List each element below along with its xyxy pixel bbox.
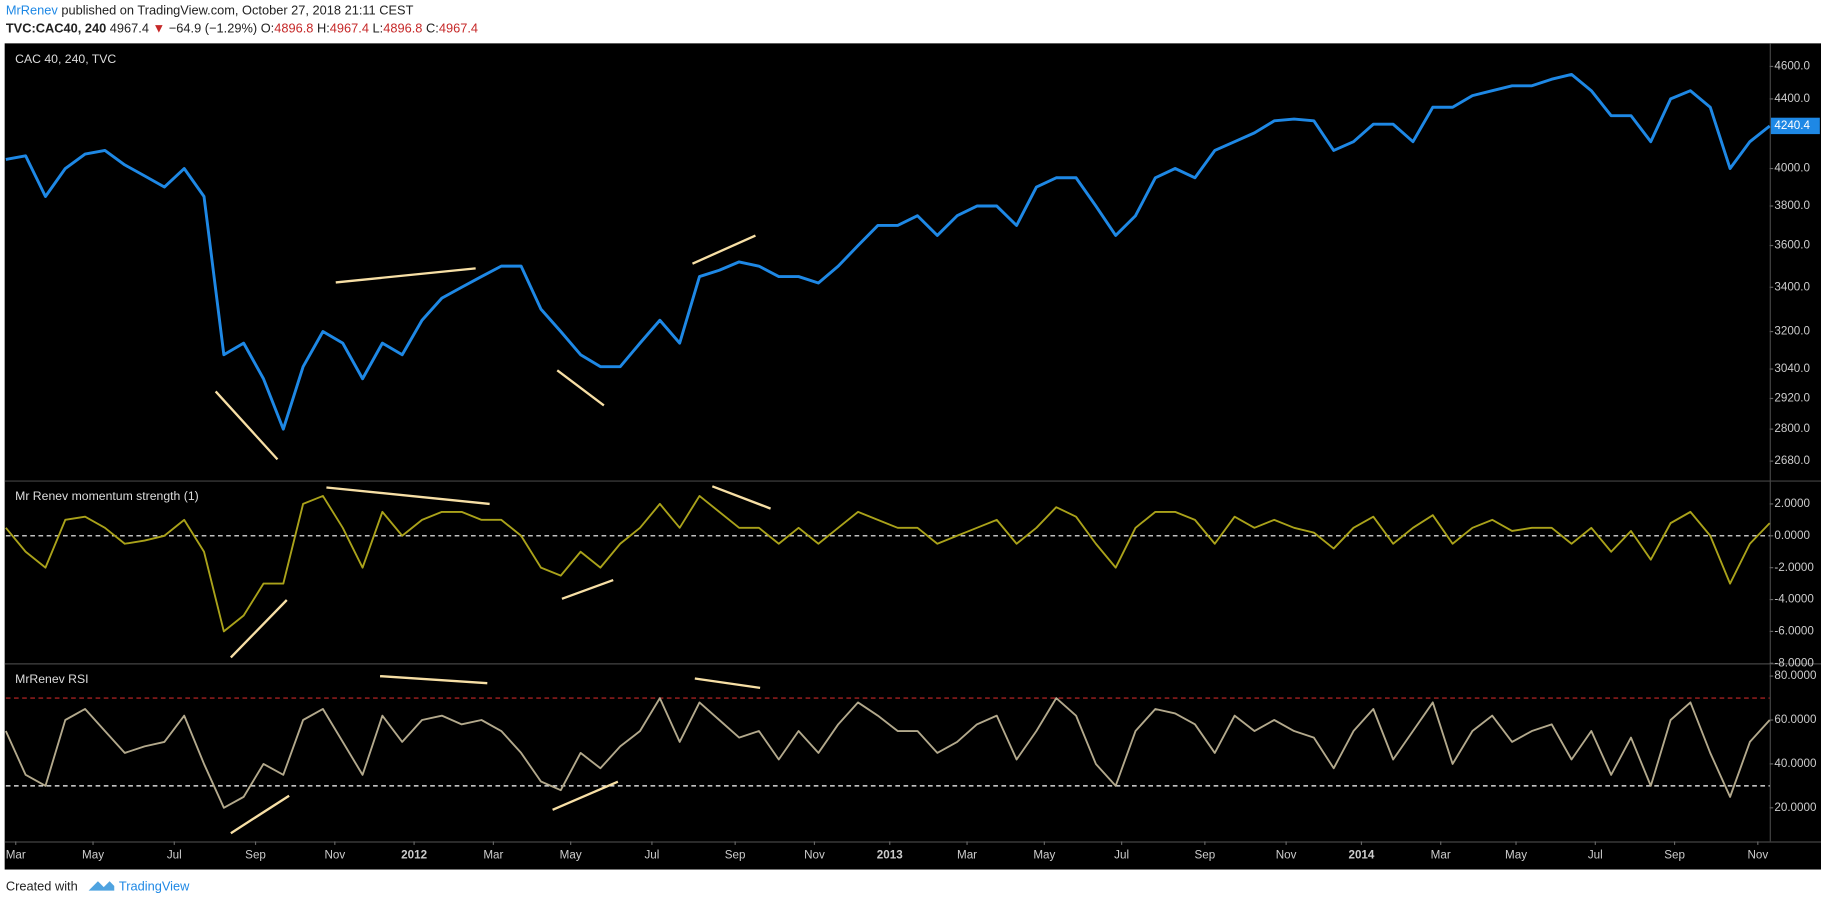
- x-tick-label: Mar: [957, 849, 977, 862]
- y-tick-label: -2.0000: [1774, 561, 1814, 574]
- published: published on TradingView.com, October 27…: [61, 3, 413, 18]
- x-tick-label: 2014: [1348, 849, 1374, 862]
- x-tick-label: 2012: [401, 849, 427, 862]
- x-tick-label: May: [1505, 849, 1527, 862]
- x-tick-label: Sep: [725, 849, 746, 862]
- y-tick-label: -8.0000: [1774, 656, 1814, 669]
- h-value: 4967.4: [330, 21, 369, 36]
- series-line: [5, 495, 1771, 633]
- pane-title: Mr Renev momentum strength (1): [15, 489, 199, 503]
- footer-text: Created with: [6, 878, 78, 893]
- y-tick-label: 0.0000: [1774, 529, 1810, 542]
- series-line: [4, 697, 1771, 809]
- x-tick-label: Nov: [1276, 849, 1297, 862]
- y-tick-label: 4400.0: [1774, 92, 1810, 105]
- brand-link[interactable]: TradingView: [119, 878, 190, 893]
- x-tick-label: Nov: [1747, 849, 1768, 862]
- y-tick-label: 3200.0: [1774, 325, 1810, 338]
- author[interactable]: MrRenev: [6, 3, 59, 18]
- y-tick-label: 3040.0: [1774, 362, 1810, 375]
- trendline: [552, 780, 619, 811]
- y-tick-label: 4000.0: [1774, 162, 1810, 175]
- trendline: [711, 485, 772, 510]
- h-label: H:: [317, 21, 330, 36]
- x-tick-label: Sep: [245, 849, 266, 862]
- x-tick-label: Sep: [1195, 849, 1216, 862]
- y-tick-label: 80.0000: [1774, 669, 1817, 682]
- trendline: [556, 369, 605, 407]
- symbol: TVC:CAC40, 240: [6, 21, 106, 36]
- y-tick-label: 40.0000: [1774, 757, 1817, 770]
- x-tick-label: Jul: [167, 849, 182, 862]
- trendline: [335, 267, 476, 284]
- x-tick-label: Jul: [1588, 849, 1603, 862]
- x-tick-label: May: [560, 849, 582, 862]
- trendline: [379, 675, 488, 685]
- x-tick-label: Jul: [644, 849, 659, 862]
- y-tick-label: 3800.0: [1774, 199, 1810, 212]
- y-tick-label: -6.0000: [1774, 624, 1814, 637]
- plots: CAC 40, 240, TVC 2680.0 2800.0 2920.0 3040.0…: [4, 52, 1820, 862]
- y-tick-label: 3600.0: [1774, 239, 1810, 252]
- trendline: [214, 390, 279, 461]
- chart-area: [4, 43, 1822, 870]
- l-value: 4896.8: [383, 21, 422, 36]
- trendline: [230, 794, 290, 835]
- y-tick-label: 2.0000: [1774, 497, 1810, 510]
- y-tick-label: 2680.0: [1774, 454, 1810, 467]
- header-line: MrRenev published on TradingView.com, Oc…: [6, 3, 414, 18]
- c-label: C:: [426, 21, 439, 36]
- trendline: [692, 234, 756, 265]
- trendline: [694, 677, 761, 690]
- last: 4967.4: [110, 21, 149, 36]
- last-value-box: [1770, 117, 1820, 135]
- y-tick-label: 2920.0: [1774, 392, 1810, 405]
- x-tick-label: Mar: [6, 849, 26, 862]
- o-value: 4896.8: [274, 21, 313, 36]
- trendlines: [214, 234, 772, 835]
- y-tick-label: 3400.0: [1774, 280, 1810, 293]
- y-tick-label: -4.0000: [1774, 593, 1814, 606]
- pane-title: CAC 40, 240, TVC: [15, 52, 116, 66]
- x-tick-label: Mar: [483, 849, 503, 862]
- y-tick-label: 4600.0: [1774, 59, 1810, 72]
- last-value-label: 4240.4: [1774, 119, 1810, 132]
- logo: [88, 881, 115, 891]
- x-tick-label: May: [1033, 849, 1055, 862]
- x-tick-label: Mar: [1431, 849, 1451, 862]
- l-label: L:: [373, 21, 384, 36]
- y-tick-label: 2800.0: [1774, 422, 1810, 435]
- y-tick-label: 20.0000: [1774, 801, 1817, 814]
- o-label: O:: [261, 21, 275, 36]
- pane-title: MrRenev RSI: [15, 672, 88, 686]
- arrow: ▼: [153, 21, 166, 36]
- x-tick-label: Nov: [804, 849, 825, 862]
- series-line: [5, 72, 1771, 431]
- change: −64.9 (−1.29%): [169, 21, 257, 36]
- x-tick-label: May: [82, 849, 104, 862]
- trendline: [326, 486, 490, 506]
- c-value: 4967.4: [439, 21, 478, 36]
- x-tick-label: Nov: [324, 849, 345, 862]
- x-tick-label: Jul: [1114, 849, 1129, 862]
- y-tick-label: 60.0000: [1774, 713, 1817, 726]
- quote-line: TVC:CAC40, 240 4967.4 ▼ −64.9 (−1.29%) O…: [6, 21, 478, 36]
- trendline: [229, 599, 288, 659]
- x-tick-label: Sep: [1664, 849, 1685, 862]
- trendline: [561, 578, 614, 600]
- x-tick-label: 2013: [877, 849, 903, 862]
